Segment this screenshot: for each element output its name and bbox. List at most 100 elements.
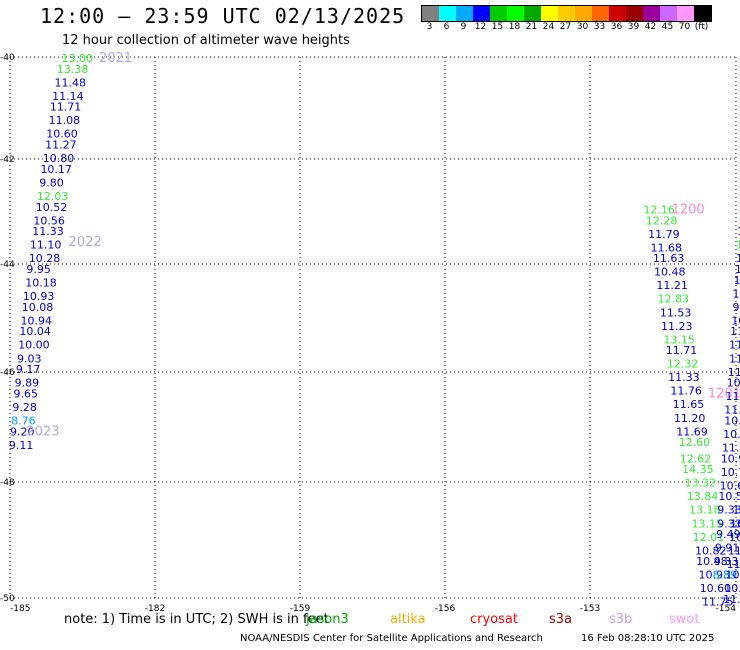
wave-height-label: 14.35 — [682, 463, 714, 476]
wave-height-label: 10.08 — [22, 301, 54, 314]
wave-height-label: 11.43 — [729, 339, 740, 352]
colorbar-swatch — [456, 6, 473, 21]
wave-height-label: 10.42 — [734, 274, 740, 287]
wave-height-label: 11.63 — [653, 252, 685, 265]
wave-height-label: 12.01 — [736, 239, 740, 252]
wave-height-label: 9.95 — [26, 263, 50, 276]
wave-height-label: 9.65 — [14, 387, 38, 400]
colorbar-label: 70 — [678, 22, 691, 32]
wave-height-label: 13.00 — [62, 52, 94, 65]
colorbar-label: 18 — [508, 22, 521, 32]
colorbar-swatch — [660, 6, 677, 21]
track-2306-2309: 15.7715.4815.8814.9114.7315.9014.7914.79… — [713, 190, 740, 582]
wave-height-label: 11.12 — [736, 252, 740, 265]
wave-height-label: 11.27 — [45, 139, 76, 152]
wave-height-label: 9.80 — [39, 176, 64, 189]
wave-height-label: 11.35 — [724, 404, 740, 417]
x-tick-label: -159 — [290, 604, 311, 614]
colorbar-swatch — [592, 6, 609, 21]
wave-height-label: 13.15 — [663, 333, 695, 346]
wave-height-label: 9.91 — [715, 542, 740, 555]
colorbar-label: 12 — [474, 22, 487, 32]
wave-height-label: 12.60 — [679, 436, 711, 449]
colorbar-swatch — [473, 6, 490, 21]
wave-height-label: 13.38 — [57, 63, 89, 76]
colorbar-swatch — [694, 6, 711, 21]
wave-height-label: 10.28 — [29, 252, 60, 265]
colorbar-label: (ft) — [694, 22, 709, 32]
wave-height-label: 10.54 — [732, 287, 740, 300]
wave-height-label: 11.28 — [727, 558, 740, 571]
wave-height-label: 11.14 — [52, 90, 84, 103]
time-label: 1201 — [708, 386, 740, 401]
wave-height-label: 11.78 — [725, 390, 740, 403]
colorbar-labels: 3 6 9 12 15 18 21 24 27 30 33 36 39 42 45 70 (ft) — [421, 22, 710, 32]
wave-height-label: 9.33 — [714, 555, 739, 568]
colorbar-label: 3 — [426, 22, 433, 32]
colorbar-swatch — [507, 6, 524, 21]
wave-height-label: 11.71 — [50, 101, 82, 114]
y-tick-label: -42 — [0, 155, 15, 165]
wave-height-label: 9.11 — [9, 439, 34, 452]
wave-height-label: 11.71 — [666, 344, 698, 357]
wave-height-label: 10.60 — [46, 128, 78, 141]
wave-height-label: 10.60 — [724, 582, 740, 595]
wave-height-label: 11.33 — [32, 225, 64, 238]
colorbar-label: 45 — [661, 22, 674, 32]
wave-height-label: 13.18 — [689, 504, 721, 517]
wave-height-label: 10. — [729, 531, 740, 544]
track-2021-2023: 13.0013.3811.4811.1411.7111.0810.6011.27… — [9, 51, 132, 452]
wave-height-label: 10.60 — [700, 582, 732, 595]
wave-height-label: 10.72 — [721, 466, 740, 479]
x-tick-label: -153 — [580, 604, 600, 614]
colorbar — [421, 5, 712, 22]
legend-jason3: jason3 — [306, 612, 349, 627]
wave-height-label: 10.48 — [696, 555, 728, 568]
wave-height-label: 11.53 — [660, 306, 692, 319]
wave-height-label: 9.28 — [12, 401, 37, 414]
colorbar-label: 21 — [525, 22, 538, 32]
time-label: 2022 — [69, 235, 102, 250]
wave-height-label: 8.76 — [11, 414, 36, 427]
wave-height-label: 9.17 — [16, 363, 41, 376]
wave-height-label: 9.20 — [10, 425, 35, 438]
wave-height-label: 11.45 — [723, 593, 740, 606]
x-axis-tick-labels: -185 -182 -159 -156 -153 -154 — [10, 604, 736, 614]
colorbar-swatch — [575, 6, 592, 21]
wave-height-label: 9.49 — [716, 528, 740, 541]
colorbar-label: 6 — [443, 22, 450, 32]
colorbar-label: 27 — [559, 22, 572, 32]
wave-height-marks: 13.0013.3811.4811.1411.7111.0810.6011.27… — [9, 51, 740, 609]
wave-height-label: 11.05 — [729, 352, 740, 365]
wave-height-label: 11.20 — [674, 412, 706, 425]
wave-height-label: 10.56 — [33, 214, 65, 227]
colorbar-swatch — [558, 6, 575, 21]
wave-height-label: 10.82 — [695, 544, 727, 557]
time-label: 2023 — [26, 424, 59, 439]
chart-title: 12:00 — 23:59 UTC 02/13/2025 — [40, 4, 406, 28]
wave-height-label: 11.26 — [730, 325, 740, 338]
wave-height-label: 13.32 — [684, 477, 716, 490]
note-text: note: 1) Time is in UTC; 2) SWH is in fe… — [64, 612, 329, 627]
wave-height-label: 10.54 — [718, 490, 740, 503]
legend-cryosat: cryosat — [470, 612, 518, 627]
colorbar-label: 30 — [576, 22, 589, 32]
wave-height-label: 10.92 — [721, 452, 740, 465]
wave-height-label: 10.21 — [731, 314, 740, 327]
colorbar-swatch — [439, 6, 456, 21]
wave-height-label: 11.75 — [702, 596, 734, 609]
colorbar-swatch — [524, 6, 541, 21]
x-tick-label: -182 — [145, 604, 165, 614]
colorbar-label: 15 — [491, 22, 504, 32]
footer-credit: NOAA/NESDIS Center for Satellite Applica… — [240, 633, 543, 644]
y-tick-label: -44 — [0, 260, 15, 270]
wave-height-label: 9.33 — [717, 517, 740, 530]
wave-height-label: 10 — [732, 504, 740, 517]
wave-height-label: 11.65 — [673, 398, 705, 411]
wave-height-label: 11.08 — [49, 114, 81, 127]
wave-height-label: 11.4 — [728, 544, 740, 557]
y-tick-label: -40 — [0, 53, 15, 63]
grid-lines — [9, 56, 737, 599]
wave-height-label: 12.01 — [693, 531, 725, 544]
